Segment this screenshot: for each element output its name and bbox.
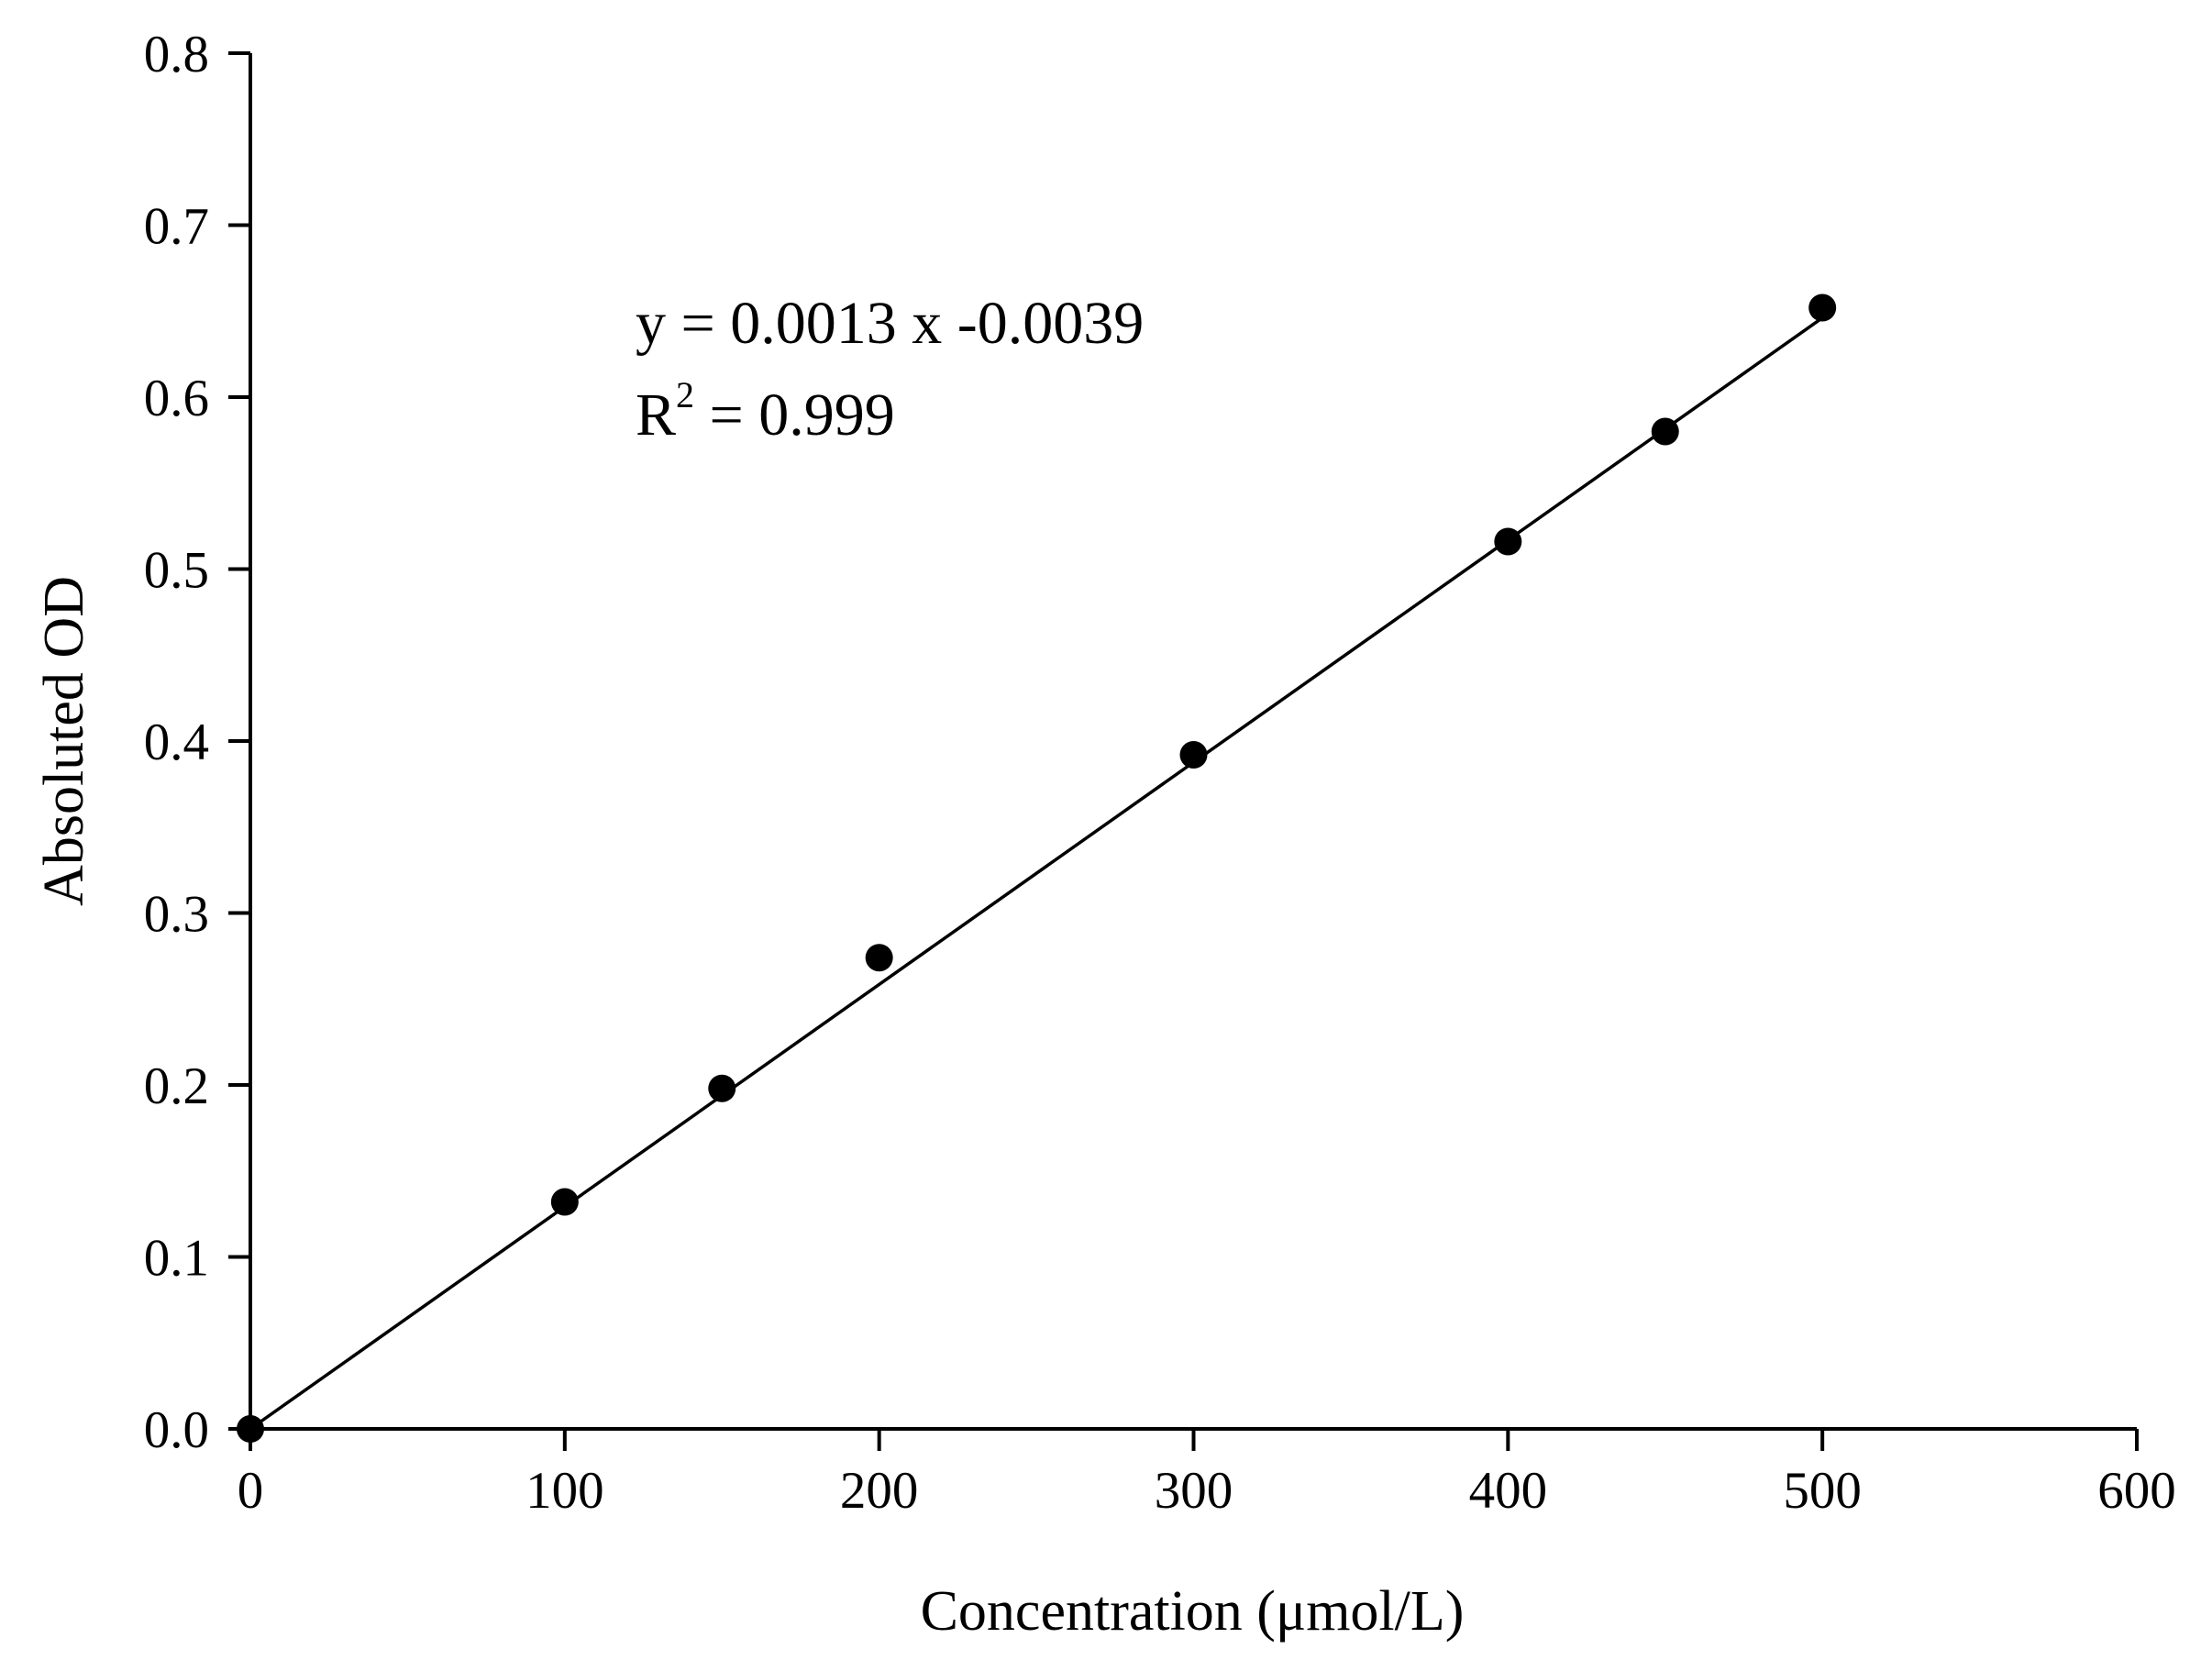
r-squared-value: = 0.999 xyxy=(694,382,895,448)
fit-line-group xyxy=(249,316,1824,1431)
y-tick-label: 0.4 xyxy=(144,714,209,771)
x-tick-label: 400 xyxy=(1469,1462,1548,1520)
data-point xyxy=(708,1074,736,1102)
data-point xyxy=(1494,527,1522,556)
data-point xyxy=(1651,417,1679,446)
r-squared-annotation: R2 = 0.999 xyxy=(636,374,895,448)
y-tick-label: 0.8 xyxy=(144,26,209,83)
data-point xyxy=(237,1415,264,1443)
r-squared-superscript: 2 xyxy=(676,374,694,415)
y-tick-label: 0.0 xyxy=(144,1401,209,1459)
x-tick-label: 500 xyxy=(1783,1462,1862,1520)
data-point xyxy=(550,1188,579,1216)
y-tick-label: 0.7 xyxy=(144,198,209,256)
data-point xyxy=(1808,293,1837,322)
y-tick-label: 0.1 xyxy=(144,1230,209,1288)
y-axis-title: Absoluted OD xyxy=(33,576,95,906)
data-point xyxy=(865,944,893,972)
regression-line xyxy=(249,316,1824,1431)
x-tick-label: 100 xyxy=(525,1462,604,1520)
y-tick-label: 0.6 xyxy=(144,370,209,427)
axis-ticks: 0.0 0.1 0.2 0.3 0.4 0.5 0.6 0.7 0.8 0 100 200 300 400… xyxy=(144,26,2176,1520)
x-axis-title: Concentration (μmol/L) xyxy=(921,1580,1465,1643)
r-squared-base: R xyxy=(636,382,676,448)
y-tick-label: 0.2 xyxy=(144,1057,209,1115)
y-tick-label: 0.3 xyxy=(144,886,209,944)
x-tick-label: 300 xyxy=(1155,1462,1233,1520)
data-points xyxy=(237,293,1837,1443)
x-tick-label: 200 xyxy=(840,1462,919,1520)
data-point xyxy=(1179,741,1208,769)
x-tick-label: 600 xyxy=(2097,1462,2176,1520)
x-tick-label: 0 xyxy=(238,1462,264,1520)
regression-equation: y = 0.0013 x -0.0039 xyxy=(636,290,1144,357)
y-tick-label: 0.5 xyxy=(144,542,209,600)
